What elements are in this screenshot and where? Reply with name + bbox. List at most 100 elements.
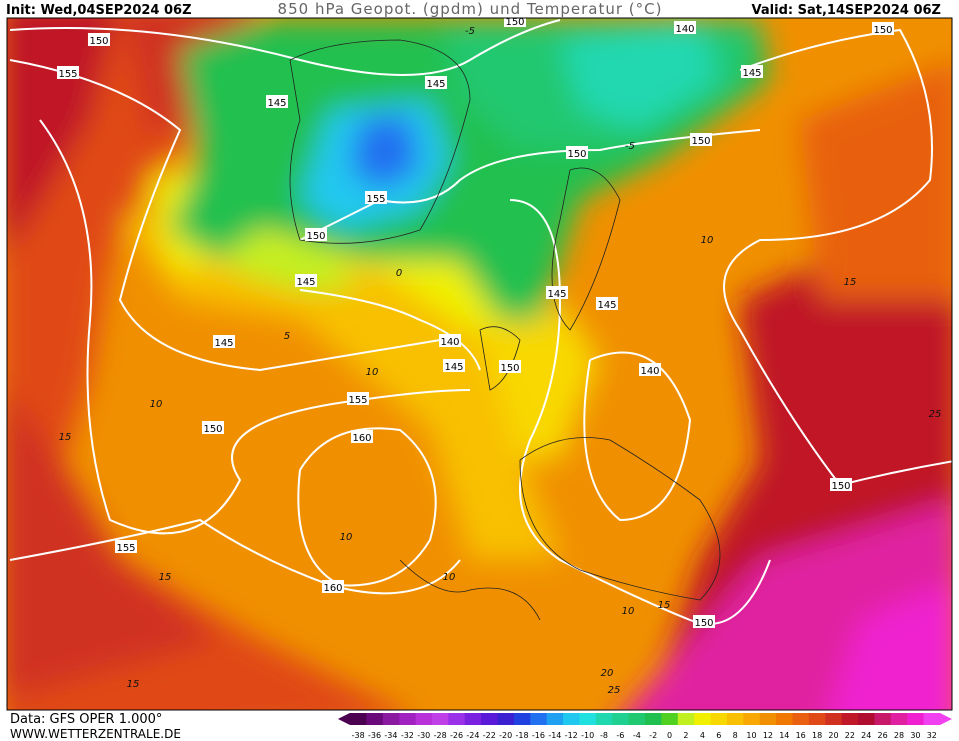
colorbar-label: 20 <box>828 731 838 740</box>
colorbar-label: 24 <box>861 731 871 740</box>
colorbar-swatch <box>776 713 793 725</box>
colorbar-label: -18 <box>516 731 529 740</box>
geopotential-label-box <box>425 76 447 89</box>
geopotential-label-box <box>566 146 588 159</box>
geopotential-label-box <box>115 540 137 553</box>
colorbar-label: -32 <box>401 731 414 740</box>
colorbar-label: -26 <box>450 731 463 740</box>
geopotential-label: 145 <box>597 300 616 311</box>
temperature-label: 10 <box>150 399 163 410</box>
colorbar-swatch <box>595 713 613 725</box>
map-title: 850 hPa Geopot. (gpdm) und Temperatur (°… <box>278 0 663 18</box>
geopotential-label: 155 <box>348 395 367 406</box>
colorbar-swatch <box>874 713 892 725</box>
colorbar-swatch <box>431 713 449 725</box>
geopotential-label: 155 <box>116 543 135 554</box>
temperature-label: 15 <box>658 600 671 611</box>
colorbar-label: -10 <box>581 731 594 740</box>
geopotential-label: 145 <box>296 277 315 288</box>
colorbar-label: -36 <box>368 731 381 740</box>
geopotential-label: 145 <box>547 289 566 300</box>
colorbar-swatch <box>890 713 908 725</box>
colorbar-swatch <box>448 713 466 725</box>
geopotential-label-box <box>202 421 224 434</box>
colorbar-label: 26 <box>878 731 888 740</box>
colorbar-label: 0 <box>667 731 672 740</box>
colorbar-label: 2 <box>683 731 688 740</box>
geopotential-label-box <box>546 286 568 299</box>
colorbar-swatch <box>858 713 875 725</box>
geopotential-label-box <box>639 363 661 376</box>
colorbar-swatch <box>677 713 695 725</box>
geopotential-label: 145 <box>426 79 445 90</box>
colorbar-swatch <box>661 713 679 725</box>
temperature-label: 15 <box>127 679 140 690</box>
geopotential-label: 150 <box>203 424 222 435</box>
geopotential-label-box <box>266 95 288 108</box>
geopotential-label: 150 <box>500 363 519 374</box>
colorbar-swatch <box>628 713 646 725</box>
colorbar-swatch <box>546 713 564 725</box>
geopotential-label: 150 <box>694 618 713 629</box>
geopotential-label: 160 <box>323 583 342 594</box>
geopotential-label: 145 <box>742 68 761 79</box>
colorbar-label: 12 <box>763 731 773 740</box>
colorbar-swatch <box>907 713 925 725</box>
colorbar-label: 18 <box>812 731 822 740</box>
geopotential-label-box <box>443 359 465 372</box>
temperature-label: 10 <box>366 367 379 378</box>
colorbar-swatch <box>612 713 630 725</box>
colorbar-swatch <box>710 713 728 725</box>
colorbar-swatch <box>481 713 498 725</box>
temperature-label: -5 <box>465 26 475 37</box>
colorbar-swatch <box>513 713 531 725</box>
geopotential-label: 140 <box>640 366 659 377</box>
colorbar-label: -6 <box>616 731 624 740</box>
colorbar-label: 10 <box>746 731 756 740</box>
geopotential-label: 150 <box>691 136 710 147</box>
website: WWW.WETTERZENTRALE.DE <box>10 727 181 741</box>
colorbar-swatch <box>645 713 662 725</box>
contour-labels: 150 155 145 145 150 140 150 145 150 150 155 150 145 1… <box>57 17 942 696</box>
colorbar-label: 28 <box>894 731 904 740</box>
colorbar-label: 22 <box>845 731 855 740</box>
geopotential-label: 150 <box>89 36 108 47</box>
temperature-label: 25 <box>929 409 942 420</box>
geopotential-label-box <box>504 18 526 27</box>
colorbar-arrow-left <box>338 713 350 725</box>
colorbar-label: 30 <box>910 731 920 740</box>
geopotential-label: 160 <box>352 433 371 444</box>
colorbar-label: -34 <box>384 731 397 740</box>
colorbar-swatch <box>726 713 744 725</box>
geopotential-label: 140 <box>675 24 694 35</box>
colorbar-label: -22 <box>483 731 496 740</box>
init-time: Init: Wed,04SEP2024 06Z <box>6 3 192 18</box>
temperature-label: 10 <box>701 235 714 246</box>
geopotential-label-box <box>347 392 369 405</box>
colorbar-swatch <box>530 713 548 725</box>
geopotential-label: 150 <box>873 25 892 36</box>
geopotential-label-box <box>674 21 696 34</box>
colorbar-swatch <box>808 713 826 725</box>
geopotential-label: 145 <box>444 362 463 373</box>
geopotential-label-box <box>305 228 327 241</box>
colorbar-label: -12 <box>565 731 578 740</box>
temperature-label: 15 <box>59 432 72 443</box>
colorbar-swatch <box>563 713 580 725</box>
geopotential-label-box <box>295 274 317 287</box>
temperature-label: 25 <box>608 685 621 696</box>
geopotential-label-box <box>830 478 852 491</box>
colorbar-label: -20 <box>499 731 512 740</box>
geopotential-label: 150 <box>505 17 524 28</box>
colorbar-label: -28 <box>434 731 447 740</box>
colorbar-label: -14 <box>548 731 561 740</box>
geopotential-label: 145 <box>267 98 286 109</box>
temperature-label: 15 <box>844 277 857 288</box>
colorbar: -38 -36 -34 -32 -30 -28 -26 -24 -22 -20 -18 -16 -14-… <box>338 713 952 740</box>
temperature-label: 10 <box>622 606 635 617</box>
colorbar-label: -24 <box>466 731 479 740</box>
colorbar-label: -2 <box>649 731 657 740</box>
geopotential-label-box <box>499 360 521 373</box>
